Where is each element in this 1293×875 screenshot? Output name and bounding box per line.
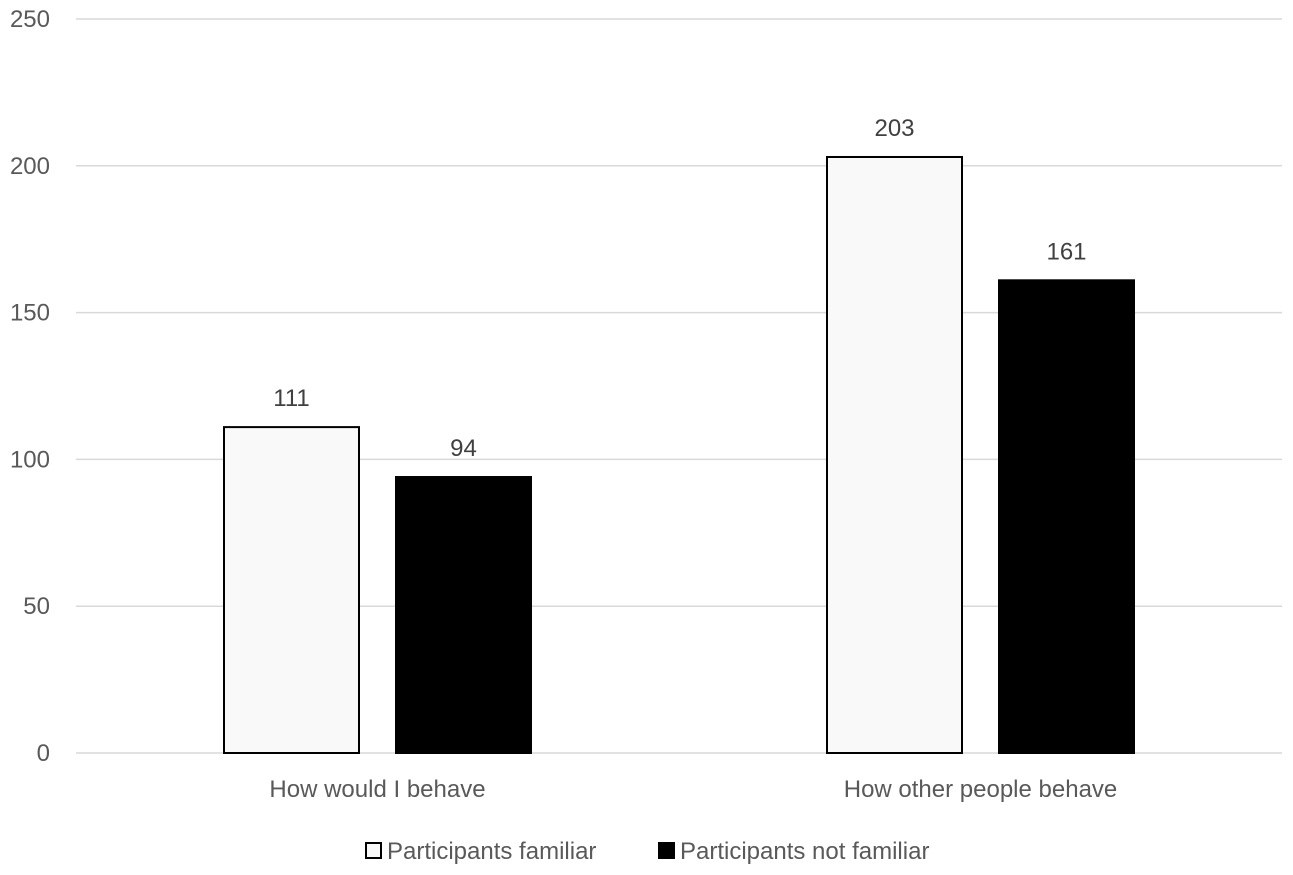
data-label: 111 bbox=[273, 385, 309, 412]
legend-swatch bbox=[658, 842, 675, 859]
y-tick-label: 50 bbox=[23, 593, 50, 620]
y-tick-label: 200 bbox=[10, 153, 50, 180]
legend-swatch bbox=[365, 842, 382, 859]
y-tick-label: 0 bbox=[37, 740, 50, 767]
bar bbox=[826, 155, 963, 754]
y-tick-label: 250 bbox=[10, 6, 50, 33]
data-label: 94 bbox=[450, 435, 477, 462]
legend: Participants familiar Participants not fa… bbox=[365, 838, 929, 865]
bar bbox=[223, 426, 360, 754]
data-labels: 111 94 203 161 bbox=[273, 115, 1086, 462]
legend-label: Participants familiar bbox=[387, 838, 596, 865]
legend-label: Participants not familiar bbox=[680, 838, 929, 865]
y-tick-label: 100 bbox=[10, 446, 50, 473]
data-label: 161 bbox=[1046, 238, 1086, 265]
data-label: 203 bbox=[874, 115, 914, 142]
bars bbox=[223, 155, 1135, 754]
bar bbox=[395, 476, 532, 754]
y-tick-label: 150 bbox=[10, 300, 50, 327]
category-label: How other people behave bbox=[844, 776, 1118, 803]
bar bbox=[998, 279, 1135, 754]
category-label: How would I behave bbox=[269, 776, 485, 803]
y-axis-ticks: 0 50 100 150 200 250 bbox=[10, 6, 50, 767]
category-labels: How would I behave How other people behav… bbox=[269, 776, 1117, 803]
